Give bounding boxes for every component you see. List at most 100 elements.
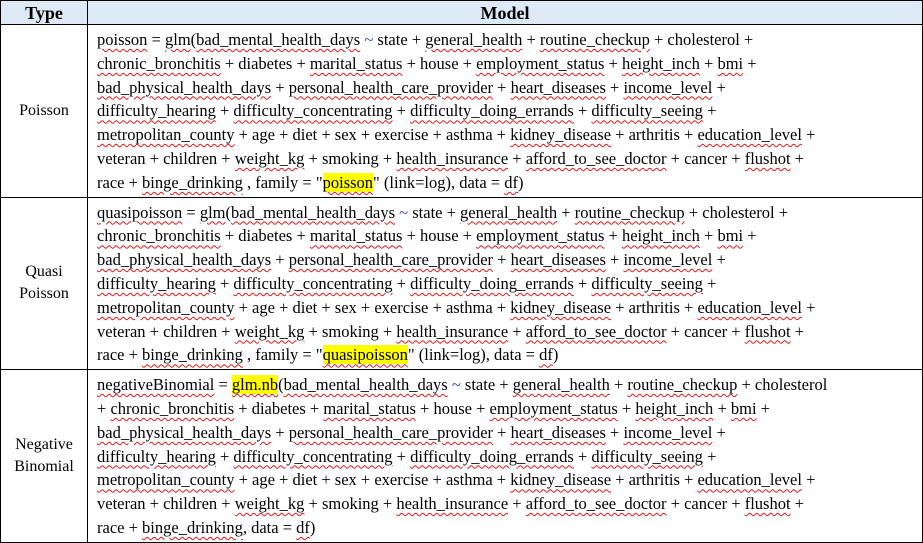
formula-text: + [617,398,636,418]
spellcheck-word: kidney_disease [510,297,612,317]
formula-text: + [508,321,526,341]
model-formula-line: bad_physical_health_days + personal_heal… [97,76,918,100]
spellcheck-word: chronic_bronchitis [110,398,235,418]
formula-text: + age + diet + sex + exercise + asthma + [234,125,511,145]
formula-text: + cholesterol [737,375,828,395]
spellcheck-word: glm [199,202,226,222]
spellcheck-word: afford_to_see_doctor [525,494,667,514]
formula-text: + arthritis + [611,297,698,317]
formula-text: + [392,101,411,121]
spellcheck-word: afford_to_see_doctor [525,148,667,168]
formula-text: race + [97,345,143,365]
formula-text: + [392,273,411,293]
spellcheck-word: general_health [425,30,523,49]
spellcheck-word: education_level [697,297,802,317]
model-formula-line: chronic_bronchitis + diabetes + marital_… [97,224,918,248]
formula-text: + [801,125,816,145]
model-formula-line: difficulty_hearing + difficulty_concentr… [97,99,918,123]
type-cell: Poisson [0,24,88,198]
spellcheck-word: heart_diseases [510,77,606,97]
spellcheck-word: employment_status [476,226,605,246]
spellcheck-word: kidney_disease [510,470,612,490]
model-formula-line: + chronic_bronchitis + diabetes + marita… [97,397,918,421]
formula-text: + [801,297,816,317]
formula-text: + [743,53,757,73]
spellcheck-word: employment_status [476,53,605,73]
formula-text: + cholesterol + [684,202,789,222]
type-label: Quasi [25,263,63,281]
formula-text: race + [97,517,143,537]
tilde-operator: ~ [364,30,374,49]
formula-text: + [215,101,234,121]
spellcheck-word: metropolitan_county [97,125,235,145]
spellcheck-word: weight_kg [234,321,305,341]
formula-text: + [493,422,511,442]
formula-text: veteran + children + [97,321,235,341]
formula-text: + [508,494,526,514]
tilde-operator: ~ [451,375,461,395]
formula-text: state + [460,375,513,395]
spellcheck-word: personal_health_care_provider [288,250,494,270]
tilde-operator: ~ [399,202,409,222]
table-row: Quasi Poisson quasipoisson = glm(bad_ment… [0,196,923,371]
spellcheck-word: general_health [512,375,610,395]
model-formula-line: quasipoisson = glm(bad_mental_health_day… [97,201,918,225]
formula-text: + [713,398,731,418]
spellcheck-word: metropolitan_county [97,470,235,490]
type-label: Poisson [19,285,69,303]
formula-text: " (link=log), data = [373,172,505,192]
formula-text: + cancer + [666,148,745,168]
header-row: Type Model [0,0,923,25]
model-formula-line: race + binge_drinking , family = "quasip… [97,343,918,367]
spellcheck-word: heart_diseases [510,250,606,270]
spellcheck-word: difficulty_seeing [591,101,703,121]
spellcheck-word: flushot [744,148,791,168]
formula-text: + [215,273,234,293]
spellcheck-word: weight_kg [234,148,305,168]
model-formula-line: metropolitan_county + age + diet + sex +… [97,296,918,320]
spellcheck-word: height_inch [635,398,714,418]
spellcheck-word: chronic_bronchitis [97,226,221,246]
formula-text: + [493,77,511,97]
model-formula-line: bad_physical_health_days + personal_heal… [97,248,918,272]
formula-text: + [573,446,592,466]
spellcheck-word: routine_checkup [539,30,650,49]
spellcheck-word: df [504,172,518,192]
formula-text: + arthritis + [611,125,698,145]
formula-text: + [604,53,622,73]
spellcheck-word: bad_physical_health_days [97,422,272,442]
formula-text: + cancer + [666,321,745,341]
model-formula-line: veteran + children + weight_kg + smoking… [97,320,918,344]
formula-text: + [712,77,726,97]
spellcheck-word: df [296,517,310,537]
spellcheck-word: poisson [97,30,148,49]
type-label: Poisson [19,101,69,119]
spellcheck-word: bmi [717,53,744,73]
spellcheck-word: difficulty_hearing [97,101,216,121]
type-cell: Negative Binomial [0,369,88,543]
type-column-header: Type [0,0,88,25]
formula-text: + [573,101,592,121]
formula-text: + [790,494,804,514]
formula-text: + age + diet + sex + exercise + asthma + [234,297,511,317]
formula-text: + [271,77,289,97]
formula-text: + [392,446,411,466]
spellcheck-word: education_level [697,470,802,490]
spellcheck-word: difficulty_doing_errands [410,273,574,293]
spellcheck-word: marital_status [309,53,403,73]
formula-text: + age + diet + sex + exercise + asthma + [234,470,511,490]
spellcheck-word: bad_mental_health_days [283,375,448,395]
spellcheck-word: binge_drinking [142,172,243,192]
model-cell: negativeBinomial = glm.nb(bad_mental_hea… [87,369,923,543]
formula-text: + smoking + [304,148,397,168]
formula-text: " (link=log), data = [407,345,540,365]
model-formula-line: bad_physical_health_days + personal_heal… [97,421,918,445]
spellcheck-word: negativeBinomial [97,375,215,395]
formula-text: + [790,148,804,168]
spellcheck-word: health_insurance [396,494,509,514]
formula-text: + [493,250,511,270]
formula-text: + [702,446,717,466]
spellcheck-word: difficulty_concentrating [233,273,393,293]
formula-text: + [508,148,526,168]
formula-text: + [712,250,726,270]
